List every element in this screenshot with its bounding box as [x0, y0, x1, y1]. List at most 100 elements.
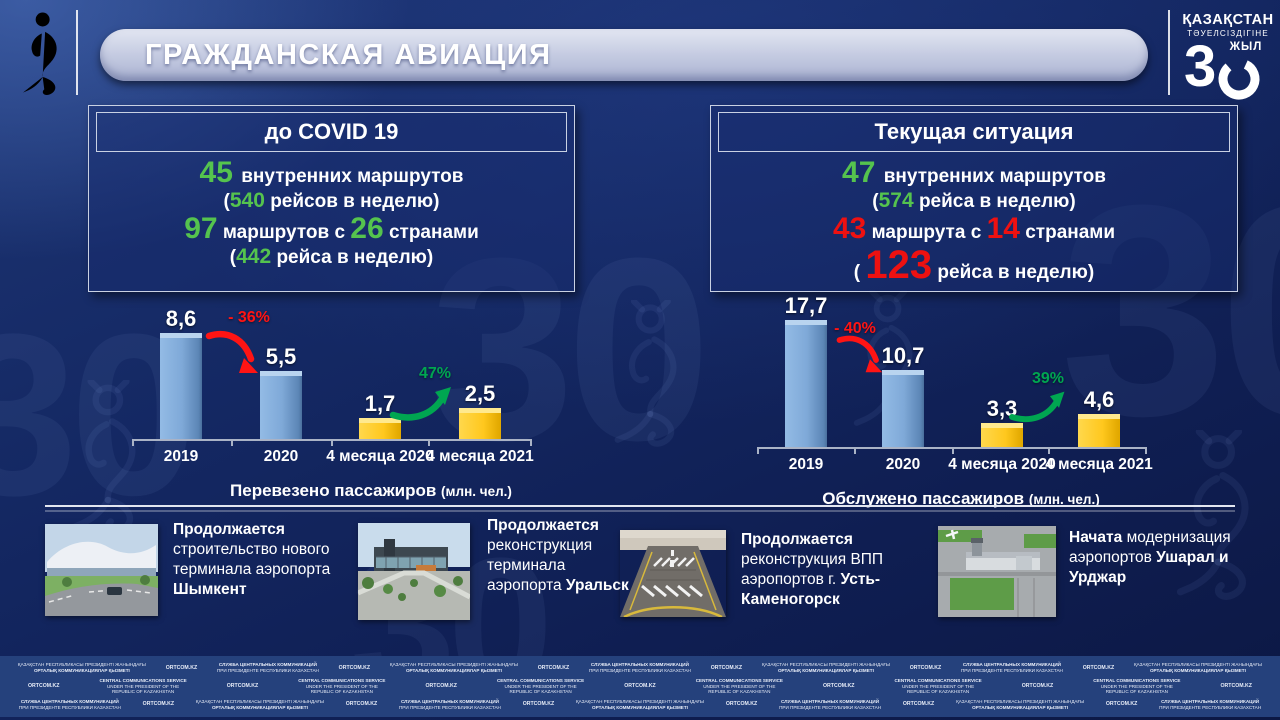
caption-segment: Продолжается — [741, 531, 853, 548]
footer-text-line: ОРТАЛЫҚ КОММУНИКАЦИЯЛАР ҚЫЗМЕТІ — [33, 668, 130, 674]
footer-item-ort: ORTCOM.KZ — [710, 664, 743, 671]
footer-text-line: ҚАЗАҚСТАН РЕСПУБЛИКАСЫ ПРЕЗИДЕНТІ ЖАНЫНД… — [195, 698, 324, 704]
footer-item-ru: СЛУЖБА ЦЕНТРАЛЬНЫХ КОММУНИКАЦИЙ ПРИ ПРЕЗИ… — [1159, 699, 1261, 711]
footer-item-kz: ҚАЗАҚСТАН РЕСПУБЛИКАСЫ ПРЕЗИДЕНТІ ЖАНЫНД… — [576, 699, 704, 711]
annotation-label: - 40% — [834, 320, 876, 337]
shymkent-new-terminal-photo — [45, 524, 158, 616]
annotation-label: - 36% — [228, 309, 270, 326]
footer-text-line: ПРИ ПРЕЗИДЕНТЕ РЕСПУБЛИКИ КАЗАХСТАН — [960, 668, 1063, 674]
footer-text-line: UNDER THE PRESIDENT OF THE — [106, 683, 180, 689]
project-caption-ust-kamenogorsk: Продолжается реконструкция ВПП аэропорто… — [741, 530, 919, 611]
footer-item-ort: ORTCOM.KZ — [522, 701, 555, 708]
footer-text-line: СЛУЖБА ЦЕНТРАЛЬНЫХ КОММУНИКАЦИЙ — [218, 662, 317, 668]
stat-segment: 45 — [199, 156, 242, 189]
footer-text-line: СЛУЖБА ЦЕНТРАЛЬНЫХ КОММУНИКАЦИЙ — [1161, 698, 1260, 704]
logo-divider-line — [1168, 10, 1170, 95]
stat-segment: 47 — [842, 156, 884, 189]
footer-item-en: CENTRAL COMMUNICATIONS SERVICE UNDER THE … — [497, 678, 584, 696]
bar-value-label: 1,7 — [364, 391, 396, 416]
stat-segment: внутренних маршрутов — [241, 166, 464, 187]
category-label: 2019 — [788, 456, 824, 473]
footer-item-ru: СЛУЖБА ЦЕНТРАЛЬНЫХ КОММУНИКАЦИЙ ПРИ ПРЕЗИ… — [399, 699, 501, 711]
footer-item-ort: ORTCOM.KZ — [1105, 701, 1138, 708]
footer-text-line: UNDER THE PRESIDENT OF THE — [703, 683, 776, 689]
axis-tick — [428, 439, 430, 446]
chart-caption: Перевезено пассажиров (млн. чел.) — [172, 481, 570, 501]
footer-text-line: СЛУЖБА ЦЕНТРАЛЬНЫХ КОММУНИКАЦИЙ — [781, 698, 880, 704]
footer-text-line: CENTRAL COMMUNICATIONS SERVICE — [1093, 677, 1181, 683]
footer-item-en: CENTRAL COMMUNICATIONS SERVICE UNDER THE … — [1093, 678, 1180, 696]
stat-segment: 442 — [236, 245, 272, 268]
stat-segment: 123 — [865, 243, 933, 287]
chart-caption-units: (млн. чел.) — [1028, 492, 1100, 507]
ust-kamenogorsk-runway-photo — [620, 530, 726, 617]
stat-segment: ( — [223, 191, 230, 212]
caption-segment: Уральск — [565, 577, 629, 595]
independence-30-years-logo: ҚАЗАҚСТАН ТӘУЕЛСІЗДІГІНЕ 3 ЖЫЛ — [1180, 12, 1276, 100]
category-label: 2020 — [885, 456, 921, 473]
stat-line: 45 внутренних маршрутов — [89, 158, 574, 188]
footer-text-line: REPUBLIC OF KAZAKHSTAN — [1105, 689, 1168, 695]
chart-caption-units: (млн. чел.) — [441, 484, 512, 499]
project-caption-shymkent: Продолжается строительство нового термин… — [173, 520, 335, 601]
axis-tick — [231, 439, 233, 446]
footer-text-line: ҚАЗАҚСТАН РЕСПУБЛИКАСЫ ПРЕЗИДЕНТІ ЖАНЫНД… — [761, 662, 890, 668]
footer-text-line: ПРИ ПРЕЗИДЕНТЕ РЕСПУБЛИКИ КАЗАХСТАН — [216, 668, 319, 674]
snow-leopard-emblem-icon — [12, 8, 70, 100]
page-title: ГРАЖДАНСКАЯ АВИАЦИЯ — [145, 39, 552, 71]
footer-text-line: ҚАЗАҚСТАН РЕСПУБЛИКАСЫ ПРЕЗИДЕНТІ ЖАНЫНД… — [576, 698, 704, 704]
annotation-arrow-up — [1009, 391, 1065, 423]
category-label: 2020 — [263, 448, 299, 465]
axis-tick — [331, 439, 333, 446]
footer-item-en: CENTRAL COMMUNICATIONS SERVICE UNDER THE … — [894, 678, 981, 696]
panel-current-body: 47 внутренних маршрутов (574 рейса в неде… — [711, 154, 1237, 287]
footer-item-ru: СЛУЖБА ЦЕНТРАЛЬНЫХ КОММУНИКАЦИЙ ПРИ ПРЕЗИ… — [589, 662, 691, 674]
panel-current-header: Текущая ситуация — [718, 112, 1230, 152]
footer-text-line: REPUBLIC OF KAZAKHSTAN — [708, 689, 771, 695]
footer-text-line: СЛУЖБА ЦЕНТРАЛЬНЫХ КОММУНИКАЦИЙ — [400, 698, 499, 704]
footer-item-en: CENTRAL COMMUNICATIONS SERVICE UNDER THE … — [99, 678, 186, 696]
footer-item-ort: ORTCOM.KZ — [1082, 664, 1115, 671]
footer-item-ort: ORTCOM.KZ — [1220, 683, 1252, 690]
footer-item-ort: ORTCOM.KZ — [425, 683, 457, 690]
logo-country-label: ҚАЗАҚСТАН — [1182, 12, 1274, 28]
footer-item-ort: ORTCOM.KZ — [902, 701, 935, 708]
footer-item-kz: ҚАЗАҚСТАН РЕСПУБЛИКАСЫ ПРЕЗИДЕНТІ ЖАНЫНД… — [762, 662, 890, 674]
footer-text-line: ОРТАЛЫҚ КОММУНИКАЦИЯЛАР ҚЫЗМЕТІ — [777, 668, 874, 674]
footer-item-ru: СЛУЖБА ЦЕНТРАЛЬНЫХ КОММУНИКАЦИЙ ПРИ ПРЕЗИ… — [779, 699, 881, 711]
bar-value-label: 10,7 — [881, 343, 925, 368]
axis-tick — [1048, 447, 1050, 454]
footer-text-line: ПРИ ПРЕЗИДЕНТЕ РЕСПУБЛИКИ КАЗАХСТАН — [1159, 704, 1262, 710]
footer-row: ҚАЗАҚСТАН РЕСПУБЛИКАСЫ ПРЕЗИДЕНТІ ЖАНЫНД… — [8, 662, 1272, 674]
chart-bar-2020 — [260, 371, 302, 439]
stat-segment: ( — [872, 191, 879, 212]
caption-segment: Шымкент — [173, 581, 247, 599]
stat-segment: 43 — [832, 212, 867, 245]
footer-item-kz: ҚАЗАҚСТАН РЕСПУБЛИКАСЫ ПРЕЗИДЕНТІ ЖАНЫНД… — [196, 699, 324, 711]
chart-axis — [757, 447, 1145, 449]
footer-item-ort: ORTCOM.KZ — [1021, 683, 1054, 690]
stat-segment: маршрута с — [866, 222, 987, 243]
category-label: 4 месяца 2020 — [326, 448, 434, 465]
category-label: 4 месяца 2021 — [426, 448, 534, 465]
footer-row: СЛУЖБА ЦЕНТРАЛЬНЫХ КОММУНИКАЦИЙ ПРИ ПРЕЗИ… — [8, 699, 1272, 711]
category-label: 4 месяца 2021 — [1045, 456, 1153, 473]
footer-text-line: ҚАЗАҚСТАН РЕСПУБЛИКАСЫ ПРЕЗИДЕНТІ ЖАНЫНД… — [1133, 662, 1262, 668]
stat-segment: рейса в неделю) — [271, 247, 434, 268]
logo-subtitle-label: ТӘУЕЛСІЗДІГІНЕ — [1187, 29, 1269, 38]
footer-text-line: СЛУЖБА ЦЕНТРАЛЬНЫХ КОММУНИКАЦИЙ — [590, 662, 689, 668]
footer-item-ort: ORTCOM.KZ — [28, 683, 60, 690]
stat-line: 47 внутренних маршрутов — [711, 158, 1237, 188]
footer-item-en: CENTRAL COMMUNICATIONS SERVICE UNDER THE … — [696, 678, 783, 696]
footer-text-line: REPUBLIC OF KAZAKHSTAN — [111, 689, 175, 695]
footer-text-line: REPUBLIC OF KAZAKHSTAN — [310, 689, 373, 695]
footer-item-ru: СЛУЖБА ЦЕНТРАЛЬНЫХ КОММУНИКАЦИЙ ПРИ ПРЕЗИ… — [961, 662, 1063, 674]
bar-value-label: 8,6 — [165, 306, 197, 331]
footer-item-ort: ORTCOM.KZ — [823, 683, 855, 690]
stat-segment: рейсов в неделю) — [264, 191, 440, 212]
footer-text-line: CENTRAL COMMUNICATIONS SERVICE — [298, 677, 386, 683]
footer-item-kz: ҚАЗАҚСТАН РЕСПУБЛИКАСЫ ПРЕЗИДЕНТІ ЖАНЫНД… — [390, 662, 518, 674]
footer-text-line: CENTRAL COMMUNICATIONS SERVICE — [496, 677, 585, 683]
caption-segment: модернизация аэропортов — [1069, 529, 1231, 567]
